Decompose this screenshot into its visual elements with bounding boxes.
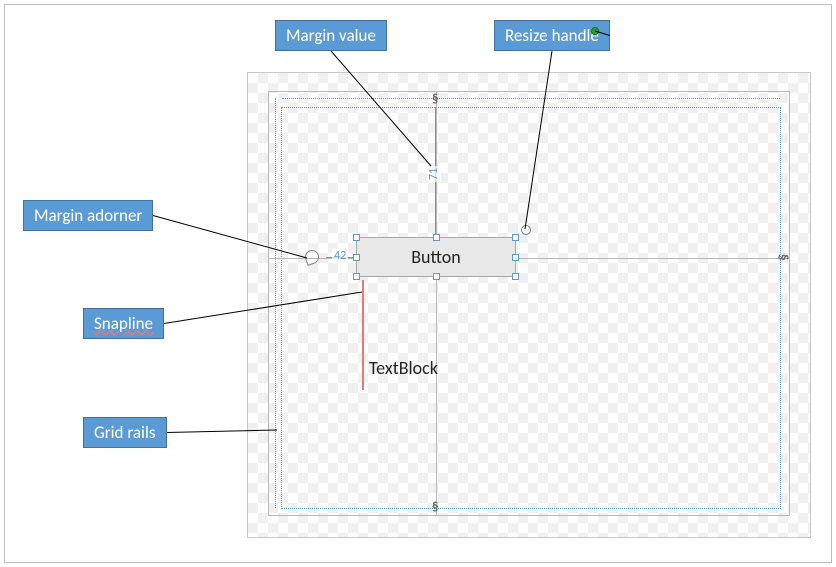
grid-rail-horizontal[interactable] (282, 98, 780, 99)
row-splitter-top-icon[interactable]: § (432, 92, 442, 106)
resize-handle[interactable] (433, 234, 440, 241)
callout-margin-value: Margin value (275, 20, 387, 51)
row-splitter-bottom-icon[interactable]: § (432, 500, 442, 514)
callout-snapline: Snapline (83, 308, 164, 339)
grid-column-guide (436, 91, 437, 516)
callout-resize-handle: Resize handle (494, 20, 610, 51)
resize-handle[interactable] (353, 254, 360, 261)
margin-value-left: 42 (332, 249, 348, 263)
column-splitter-right-icon[interactable]: § (776, 254, 790, 264)
textblock-text: TextBlock (369, 357, 438, 379)
designer-textblock[interactable]: TextBlock (369, 357, 438, 379)
resize-handle[interactable] (353, 234, 360, 241)
resize-handle[interactable] (433, 273, 440, 280)
designer-button[interactable]: Button (356, 237, 516, 277)
resize-handle[interactable] (512, 254, 519, 261)
grid-rail-inner (282, 108, 780, 508)
callout-margin-adorner: Margin adorner (23, 200, 153, 231)
margin-value-top: 71 (427, 166, 441, 182)
resize-handle[interactable] (512, 273, 519, 280)
snapline (362, 280, 364, 390)
grid-rail-vertical[interactable] (275, 98, 276, 508)
resize-handle[interactable] (353, 273, 360, 280)
rotate-handle-icon[interactable] (521, 225, 531, 235)
button-label: Button (411, 246, 460, 268)
resize-handle[interactable] (512, 234, 519, 241)
callout-grid-rails: Grid rails (83, 417, 167, 448)
resize-handle-indicator-icon (591, 27, 599, 35)
